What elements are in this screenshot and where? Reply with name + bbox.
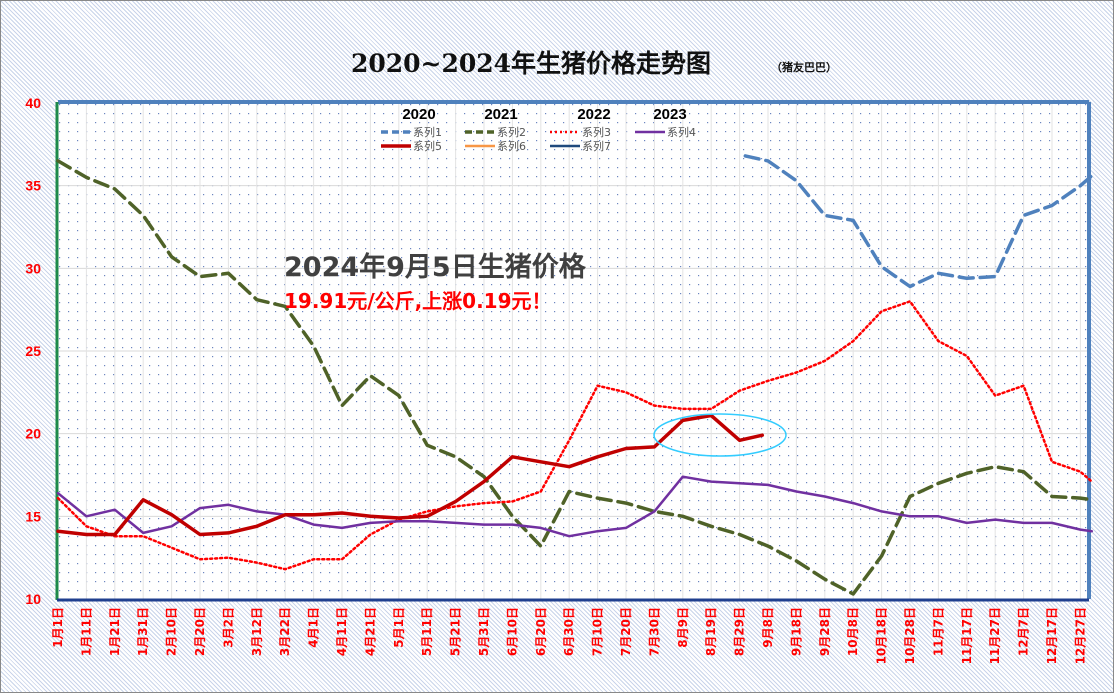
x-tick-label: 8月29日 bbox=[733, 607, 747, 656]
series-line-3 bbox=[56, 300, 1094, 571]
legend-label-1: 系列1 bbox=[413, 125, 442, 139]
y-tick-label: 20 bbox=[25, 426, 41, 442]
x-tick-label: 3月2日 bbox=[221, 607, 235, 648]
x-tick-label: 6月30日 bbox=[562, 607, 576, 656]
series-line-4 bbox=[56, 475, 1094, 538]
x-tick-label: 7月20日 bbox=[619, 607, 633, 656]
x-axis-ticks: 1月1日 1月11日 1月21日 1月31日 2月10日 2月20日 3月2日 3月12日 3月… bbox=[51, 607, 1087, 664]
x-tick-label: 5月21日 bbox=[449, 607, 463, 656]
y-tick-label: 30 bbox=[25, 260, 41, 276]
legend: 2020 2021 2022 2023 系列1 系列2 系列3 系列4 系列5 系列6 系列… bbox=[381, 106, 696, 153]
x-tick-label: 10月18日 bbox=[875, 607, 889, 664]
x-tick-label: 10月28日 bbox=[903, 607, 917, 664]
x-tick-label: 11月27日 bbox=[988, 607, 1002, 664]
x-tick-label: 10月8日 bbox=[846, 607, 860, 656]
x-tick-label: 9月8日 bbox=[761, 607, 775, 648]
legend-label-7: 系列7 bbox=[582, 139, 611, 153]
series-group bbox=[56, 154, 1094, 596]
chart-title: 2020~2024年生猪价格走势图 bbox=[351, 49, 711, 78]
x-tick-label: 3月22日 bbox=[278, 607, 292, 656]
x-tick-label: 12月7日 bbox=[1017, 607, 1031, 656]
x-tick-label: 12月27日 bbox=[1073, 607, 1087, 664]
x-tick-label: 2月10日 bbox=[165, 607, 179, 656]
x-tick-label: 5月31日 bbox=[477, 607, 491, 656]
x-tick-label: 11月7日 bbox=[931, 607, 945, 656]
x-tick-label: 3月12日 bbox=[250, 607, 264, 656]
x-tick-label: 4月1日 bbox=[307, 607, 321, 648]
x-tick-label: 5月11日 bbox=[420, 607, 434, 656]
x-tick-label: 1月21日 bbox=[108, 607, 122, 656]
legend-label-3: 系列3 bbox=[582, 125, 611, 139]
x-tick-label: 4月21日 bbox=[363, 607, 377, 656]
x-tick-label: 5月1日 bbox=[392, 607, 406, 648]
x-tick-label: 9月18日 bbox=[789, 607, 803, 656]
y-tick-label: 35 bbox=[25, 178, 41, 194]
x-tick-label: 8月19日 bbox=[704, 607, 718, 656]
x-tick-label: 2月20日 bbox=[193, 607, 207, 656]
x-tick-label: 1月11日 bbox=[79, 607, 93, 656]
x-tick-label: 6月20日 bbox=[534, 607, 548, 656]
series-line-5 bbox=[56, 413, 765, 537]
legend-year-2022: 2022 bbox=[577, 106, 610, 123]
x-tick-label: 1月1日 bbox=[51, 607, 65, 648]
y-tick-label: 15 bbox=[25, 508, 41, 524]
x-tick-label: 7月10日 bbox=[591, 607, 605, 656]
x-tick-label: 8月9日 bbox=[676, 607, 690, 648]
legend-year-2020: 2020 bbox=[402, 106, 435, 123]
y-tick-label: 25 bbox=[25, 343, 41, 359]
x-tick-label: 12月17日 bbox=[1045, 607, 1059, 664]
chart-subtitle: （猪友巴巴） bbox=[771, 60, 837, 74]
y-tick-label: 10 bbox=[25, 591, 41, 607]
annotation-headline: 2024年9月5日生猪价格 bbox=[284, 251, 587, 283]
y-axis-ticks: 10 15 20 25 30 35 40 bbox=[25, 95, 41, 607]
legend-label-6: 系列6 bbox=[497, 139, 526, 153]
series-line-1 bbox=[743, 154, 1094, 289]
legend-year-2021: 2021 bbox=[484, 106, 517, 123]
x-tick-label: 1月31日 bbox=[136, 607, 150, 656]
legend-label-5: 系列5 bbox=[413, 139, 442, 153]
highlight-ellipse bbox=[653, 413, 787, 457]
x-tick-label: 9月28日 bbox=[818, 607, 832, 656]
y-tick-label: 40 bbox=[25, 95, 41, 111]
x-tick-label: 11月17日 bbox=[960, 607, 974, 664]
legend-label-4: 系列4 bbox=[667, 125, 696, 139]
x-tick-label: 7月30日 bbox=[647, 607, 661, 656]
annotation-detail: 19.91元/公斤,上涨0.19元！ bbox=[284, 289, 552, 313]
legend-year-2023: 2023 bbox=[653, 106, 686, 123]
x-tick-label: 6月10日 bbox=[505, 607, 519, 656]
x-tick-label: 4月11日 bbox=[335, 607, 349, 656]
legend-label-2: 系列2 bbox=[497, 125, 526, 139]
series-line-2 bbox=[56, 159, 1094, 596]
